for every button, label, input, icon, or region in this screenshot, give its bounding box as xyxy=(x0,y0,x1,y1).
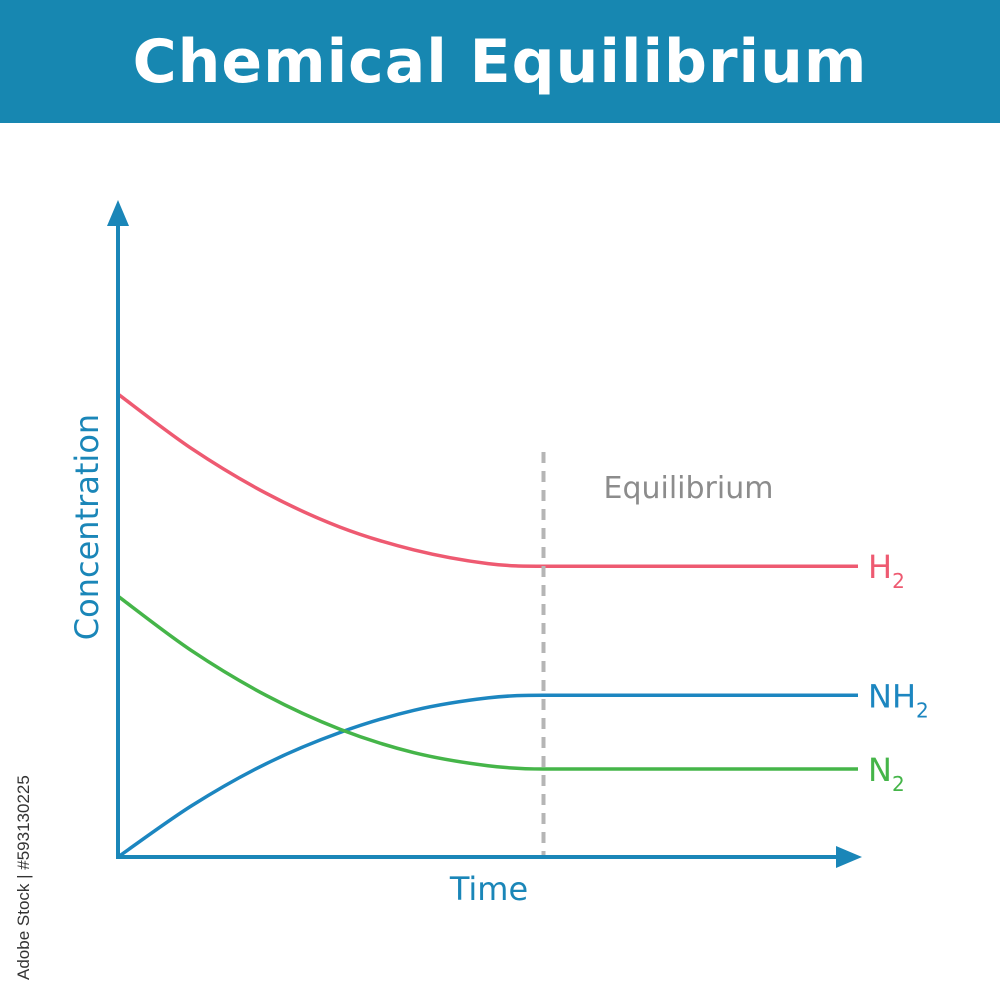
title-banner: Chemical Equilibrium xyxy=(0,0,1000,123)
series-label-subscript: 2 xyxy=(892,569,905,593)
series-line-h2 xyxy=(116,392,858,568)
y-axis-label: Concentration xyxy=(68,414,106,640)
series-label-h2: H2 xyxy=(868,548,905,593)
series-label-n2: N2 xyxy=(868,751,905,796)
series-label-name: H xyxy=(868,548,892,586)
series-label-name: NH xyxy=(868,677,916,715)
y-axis-arrow-icon xyxy=(107,200,129,226)
equilibrium-label: Equilibrium xyxy=(604,471,774,506)
series-label-name: N xyxy=(868,751,892,789)
x-axis-arrow-icon xyxy=(836,846,862,868)
stock-credit: Adobe Stock | #593130225 xyxy=(14,775,33,980)
series-label-subscript: 2 xyxy=(892,772,905,796)
series-label-nh2: NH2 xyxy=(868,677,929,722)
series-line-n2 xyxy=(116,594,858,771)
x-axis-label: Time xyxy=(449,870,528,908)
series-label-subscript: 2 xyxy=(916,698,929,722)
series-line-nh2 xyxy=(117,693,858,859)
chart-title: Chemical Equilibrium xyxy=(132,26,868,97)
